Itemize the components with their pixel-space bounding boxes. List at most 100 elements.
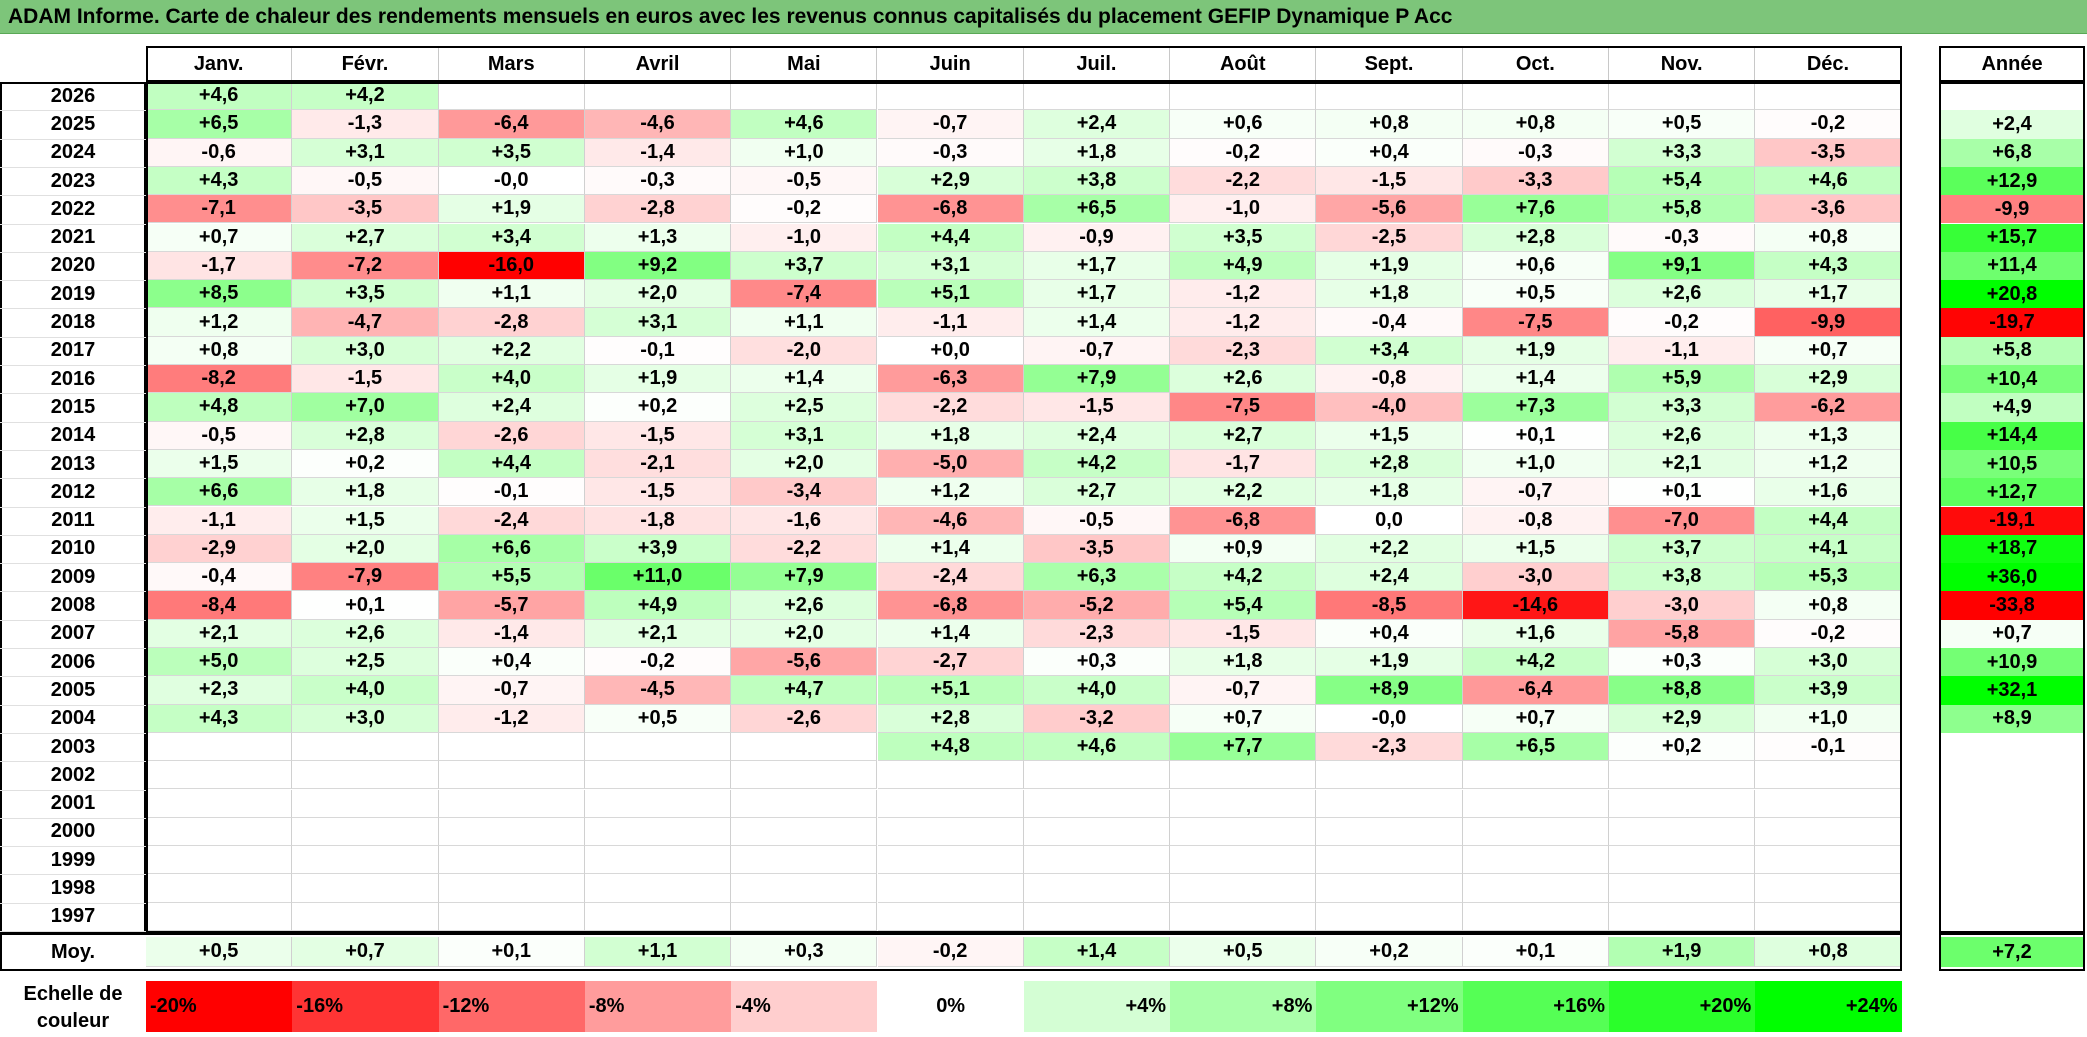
heatmap-cell: +0,1 — [1462, 421, 1609, 450]
heatmap-cell: +0,3 — [1023, 648, 1171, 677]
month-header: Nov. — [1609, 46, 1756, 82]
heatmap-cell — [292, 761, 439, 790]
chart-title: ADAM Informe. Carte de chaleur des rende… — [0, 0, 2087, 34]
heatmap-cell: +7,9 — [731, 563, 878, 592]
heatmap-cell: -0,1 — [438, 478, 585, 507]
year-label: 2014 — [50, 424, 96, 447]
heatmap-cell — [1462, 789, 1609, 818]
heatmap-cell: +2,0 — [292, 534, 439, 564]
heatmap-cell — [146, 761, 293, 790]
year-label: 2009 — [50, 565, 96, 588]
row-separator — [0, 846, 146, 848]
heatmap-cell: -0,7 — [1462, 478, 1609, 507]
heatmap-cell — [731, 817, 878, 847]
heatmap-cell: +3,5 — [292, 280, 439, 309]
heatmap-cell: -0,3 — [1462, 138, 1609, 167]
heatmap-cell — [877, 902, 1024, 931]
row-separator — [0, 563, 146, 565]
heatmap-cell: +1,1 — [731, 308, 878, 337]
heatmap-cell: +1,8 — [1023, 138, 1171, 167]
average-cell: +0,8 — [1755, 937, 1902, 967]
heatmap-cell — [1316, 761, 1463, 790]
heatmap-cell: -1,1 — [1609, 336, 1756, 365]
heatmap-cell: +1,9 — [1316, 251, 1463, 281]
heatmap-cell: +4,6 — [146, 82, 293, 111]
annual-cell: +0,7 — [1939, 619, 2085, 648]
heatmap-cell — [292, 732, 439, 762]
heatmap-cell: +4,2 — [1023, 449, 1171, 479]
annual-cell: +12,7 — [1939, 478, 2085, 507]
heatmap-cell: -0,0 — [438, 166, 585, 196]
heatmap-cell: -1,2 — [1170, 308, 1317, 337]
heatmap-cell: -0,0 — [1316, 704, 1463, 733]
heatmap-cell: -7,9 — [292, 563, 439, 592]
heatmap-cell — [1755, 902, 1902, 931]
heatmap-cell — [584, 874, 732, 903]
heatmap-cell — [1170, 761, 1317, 790]
heatmap-cell: -0,2 — [1170, 138, 1317, 167]
row-separator — [0, 648, 146, 649]
heatmap-cell: -5,6 — [1316, 195, 1463, 224]
row-separator — [0, 449, 146, 451]
annual-cell: +32,1 — [1939, 676, 2085, 705]
heatmap-cell: +0,4 — [438, 648, 585, 677]
heatmap-cell: -0,1 — [1755, 732, 1902, 762]
row-separator — [0, 393, 146, 395]
heatmap-cell: -1,7 — [1170, 449, 1317, 479]
heatmap-cell: -1,2 — [438, 704, 585, 733]
heatmap-cell — [1462, 817, 1609, 847]
heatmap-cell: +1,4 — [877, 534, 1024, 564]
row-separator — [0, 732, 146, 734]
heatmap-cell: +7,7 — [1170, 732, 1317, 762]
heatmap-cell: +7,0 — [292, 393, 439, 422]
heatmap-cell: +3,5 — [1170, 223, 1317, 252]
heatmap-cell: -1,6 — [731, 506, 878, 535]
heatmap-cell: +4,0 — [1023, 676, 1171, 705]
annual-cell: +36,0 — [1939, 563, 2085, 592]
heatmap-cell: +0,7 — [146, 223, 293, 252]
heatmap-cell — [1609, 817, 1756, 847]
heatmap-cell — [438, 817, 585, 847]
year-label: 2016 — [50, 367, 96, 390]
heatmap-cell — [1170, 82, 1317, 111]
heatmap-cell: -4,6 — [877, 506, 1024, 535]
heatmap-cell: +3,8 — [1609, 563, 1756, 592]
average-cell: +0,3 — [731, 937, 878, 967]
heatmap-cell: +1,8 — [1316, 280, 1463, 309]
heatmap-cell: -6,4 — [438, 110, 585, 139]
heatmap-cell: -2,1 — [584, 449, 732, 479]
heatmap-cell: -0,9 — [1023, 223, 1171, 252]
year-label: 2012 — [50, 480, 96, 503]
heatmap-cell — [1023, 817, 1171, 847]
heatmap-cell: +4,9 — [1170, 251, 1317, 281]
heatmap-cell: +2,2 — [438, 336, 585, 365]
row-separator — [0, 506, 146, 508]
heatmap-cell: +3,8 — [1023, 166, 1171, 196]
heatmap-cell: +0,2 — [292, 449, 439, 479]
heatmap-cell: +0,2 — [1609, 732, 1756, 762]
heatmap-cell: -5,8 — [1609, 619, 1756, 648]
heatmap-cell: -1,0 — [1170, 195, 1317, 224]
heatmap-cell: -0,3 — [877, 138, 1024, 167]
heatmap-cell: +4,1 — [1755, 534, 1902, 564]
month-header: Oct. — [1463, 46, 1609, 82]
color-scale-swatch: -4% — [731, 981, 878, 1032]
heatmap-cell: +8,5 — [146, 280, 293, 309]
year-label: 2023 — [50, 169, 96, 192]
heatmap-cell: +2,7 — [1170, 421, 1317, 450]
heatmap-cell — [1023, 874, 1171, 903]
average-cell: +1,4 — [1023, 937, 1171, 967]
color-scale-swatch: +12% — [1316, 981, 1463, 1032]
heatmap-cell: +4,7 — [731, 676, 878, 705]
heatmap-cell — [146, 874, 293, 903]
row-separator — [0, 421, 146, 423]
heatmap-cell: -6,2 — [1755, 393, 1902, 422]
heatmap-cell: -3,0 — [1462, 563, 1609, 592]
heatmap-cell: -3,5 — [1023, 534, 1171, 564]
heatmap-cell: -9,9 — [1755, 308, 1902, 337]
average-cell: +1,9 — [1609, 937, 1756, 967]
heatmap-cell: +5,1 — [877, 676, 1024, 705]
month-header: Janv. — [146, 46, 293, 82]
heatmap-cell: +0,7 — [1170, 704, 1317, 733]
row-separator — [0, 308, 146, 310]
